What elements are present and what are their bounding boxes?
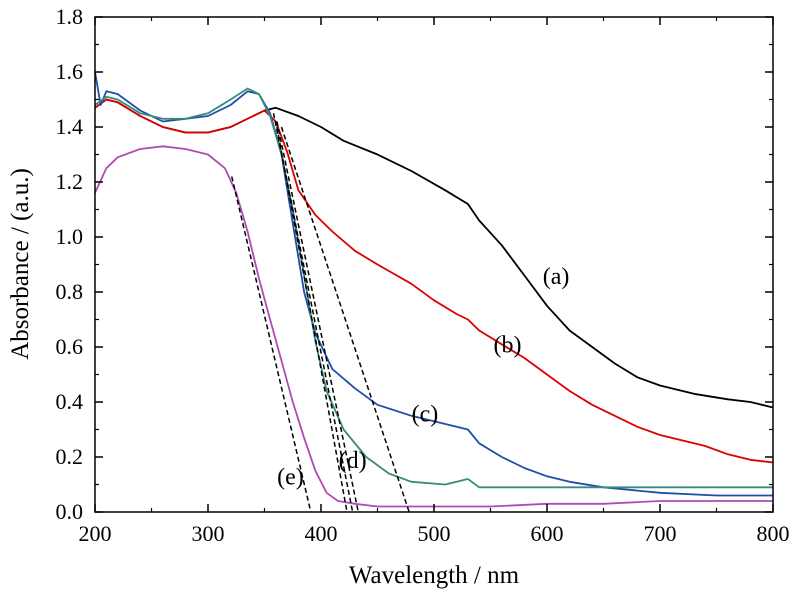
tangent-line-2 [276,126,348,513]
x-tick-labels: 200 300 400 500 600 700 800 [79,521,790,546]
curve-label: (d) [339,448,367,474]
x-tick-label: 400 [305,521,338,546]
x-tick-label: 300 [192,521,225,546]
y-tick-label: 0.8 [56,279,84,304]
tangent-line-3 [272,113,354,513]
y-tick-label: 1.6 [56,59,84,84]
y-tick-label: 1.2 [56,169,84,194]
tangent-line-5 [280,126,410,513]
ticks-layer [94,16,774,513]
y-tick-label: 0.6 [56,334,84,359]
y-tick-label: 0.2 [56,444,84,469]
y-tick-label: 1.4 [56,114,84,139]
y-axis-title: Absorbance / (a.u.) [7,168,34,360]
curve-label: (e) [277,465,304,491]
tangent-lines-layer [231,113,410,513]
y-tick-label: 1.8 [56,4,84,29]
tangent-line-1 [231,176,312,513]
y-tick-label: 1.0 [56,224,84,249]
series-line-c [94,71,773,497]
curves-layer [94,71,774,508]
x-tick-label: 500 [418,521,451,546]
curve-labels: (a) (b) (c) (d) (e) [277,264,569,491]
x-tick-label: 700 [644,521,677,546]
x-tick-label: 800 [757,521,790,546]
series-line-e [94,145,773,508]
series-line-a [94,98,774,409]
series-line-b [94,98,774,464]
x-tick-label: 600 [531,521,564,546]
x-tick-label: 200 [79,521,112,546]
y-tick-label: 0.0 [56,499,84,524]
y-tick-labels: 0.0 0.2 0.4 0.6 0.8 1.0 1.2 1.4 1.6 1.8 [56,4,84,524]
curve-label: (a) [543,264,570,290]
x-axis-title: Wavelength / nm [349,562,520,589]
curve-label: (c) [412,401,439,427]
series-line-d [94,87,773,489]
curve-label: (b) [493,333,521,359]
y-tick-label: 0.4 [56,389,84,414]
tangent-line-4 [276,121,360,513]
